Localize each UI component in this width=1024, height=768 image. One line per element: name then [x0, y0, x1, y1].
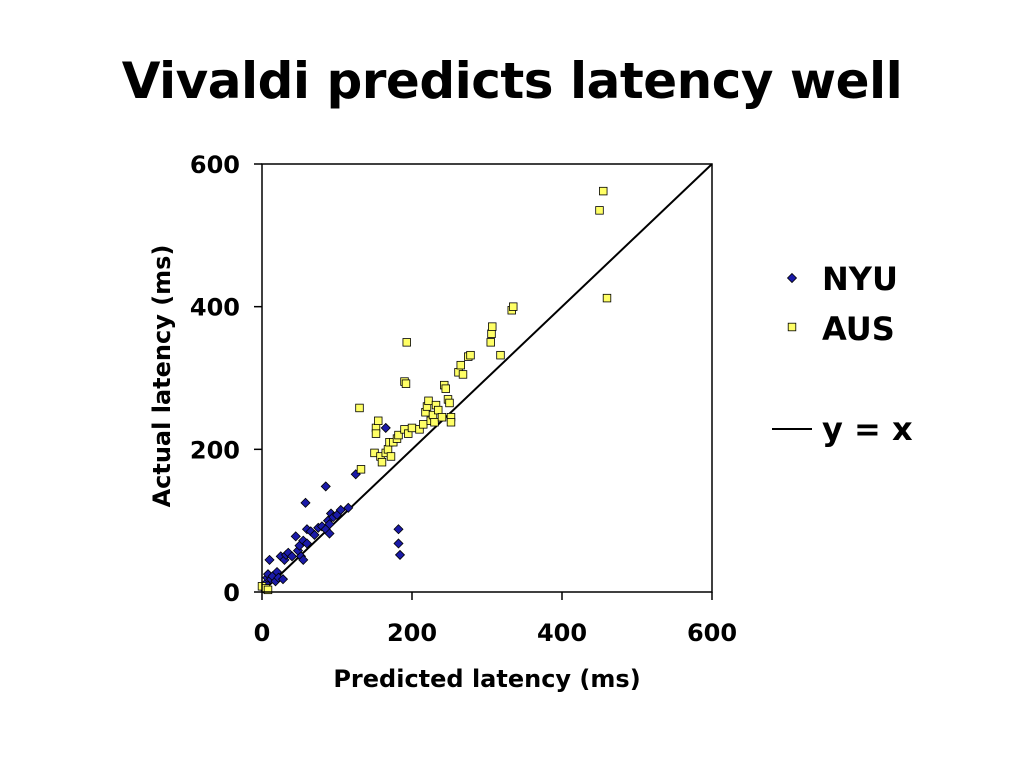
legend-marker-aus — [787, 322, 797, 332]
x-axis-title: Predicted latency (ms) — [333, 665, 640, 693]
data-point-nyu — [298, 554, 309, 565]
legend: NYU AUS y = x — [772, 260, 913, 448]
data-point-nyu — [324, 528, 335, 539]
data-point-nyu — [264, 554, 275, 565]
data-point-aus — [263, 585, 273, 595]
data-point-aus — [386, 452, 396, 461]
data-point-aus — [356, 465, 366, 474]
data-point-nyu — [394, 549, 406, 560]
y-tick-label: 600 — [190, 151, 240, 179]
slide-title: Vivaldi predicts latency well — [121, 52, 903, 110]
x-tick-label: 0 — [254, 619, 271, 647]
data-point-aus — [402, 338, 411, 347]
data-point-aus — [466, 350, 475, 360]
data-point-nyu — [324, 519, 335, 530]
data-point-aus — [374, 416, 383, 425]
x-tick-label: 600 — [687, 619, 737, 647]
data-point-aus — [496, 350, 505, 360]
data-point-aus — [446, 418, 456, 427]
data-point-aus — [371, 429, 381, 438]
data-point-aus — [424, 396, 433, 406]
data-point-aus — [441, 384, 450, 393]
data-point-nyu — [335, 504, 346, 516]
data-point-aus — [487, 329, 496, 338]
data-point-nyu — [393, 524, 404, 535]
legend-label-reference-line: y = x — [822, 410, 913, 448]
data-point-nyu — [343, 502, 354, 513]
plot-area — [257, 163, 713, 595]
data-point-nyu — [380, 422, 391, 433]
data-point-aus — [437, 413, 447, 422]
data-point-aus — [488, 322, 497, 331]
data-point-aus — [383, 445, 393, 454]
data-point-aus — [419, 420, 428, 429]
data-point-nyu — [301, 538, 313, 549]
plot-frame — [261, 163, 713, 593]
data-point-nyu — [300, 497, 311, 508]
data-point-aus — [486, 338, 495, 347]
data-point-aus — [430, 418, 439, 427]
legend-label-nyu: NYU — [822, 260, 898, 298]
data-point-aus — [377, 457, 387, 467]
y-tick-label: 200 — [190, 436, 240, 464]
axes: 0 200 400 600 0 200 400 600 Predicted latency (m… — [148, 151, 737, 693]
data-point-aus — [407, 423, 417, 433]
data-point-aus — [445, 398, 454, 408]
data-point-aus — [401, 379, 411, 388]
data-point-aus — [394, 430, 403, 440]
y-tick-label: 400 — [190, 294, 240, 322]
data-point-nyu — [320, 481, 331, 492]
data-point-aus — [456, 360, 465, 370]
y-axis-title: Actual latency (ms) — [148, 245, 176, 508]
data-point-nyu — [309, 529, 320, 540]
data-point-aus — [599, 186, 608, 196]
x-tick-label: 200 — [387, 619, 437, 647]
data-point-aus — [602, 293, 612, 303]
data-point-nyu — [290, 531, 301, 542]
legend-marker-nyu — [786, 272, 798, 284]
x-tick-label: 400 — [537, 619, 587, 647]
data-point-aus — [595, 206, 604, 215]
data-point-nyu — [393, 538, 404, 549]
series-aus — [257, 186, 612, 595]
data-point-nyu — [286, 551, 298, 562]
data-point-aus — [434, 405, 443, 415]
data-point-aus — [458, 370, 468, 379]
data-point-aus — [509, 302, 518, 311]
y-tick-label: 0 — [223, 579, 240, 607]
data-point-aus — [355, 403, 364, 413]
legend-label-aus: AUS — [822, 310, 895, 348]
data-point-nyu — [277, 574, 289, 585]
reference-line-y-equals-x — [261, 163, 713, 593]
